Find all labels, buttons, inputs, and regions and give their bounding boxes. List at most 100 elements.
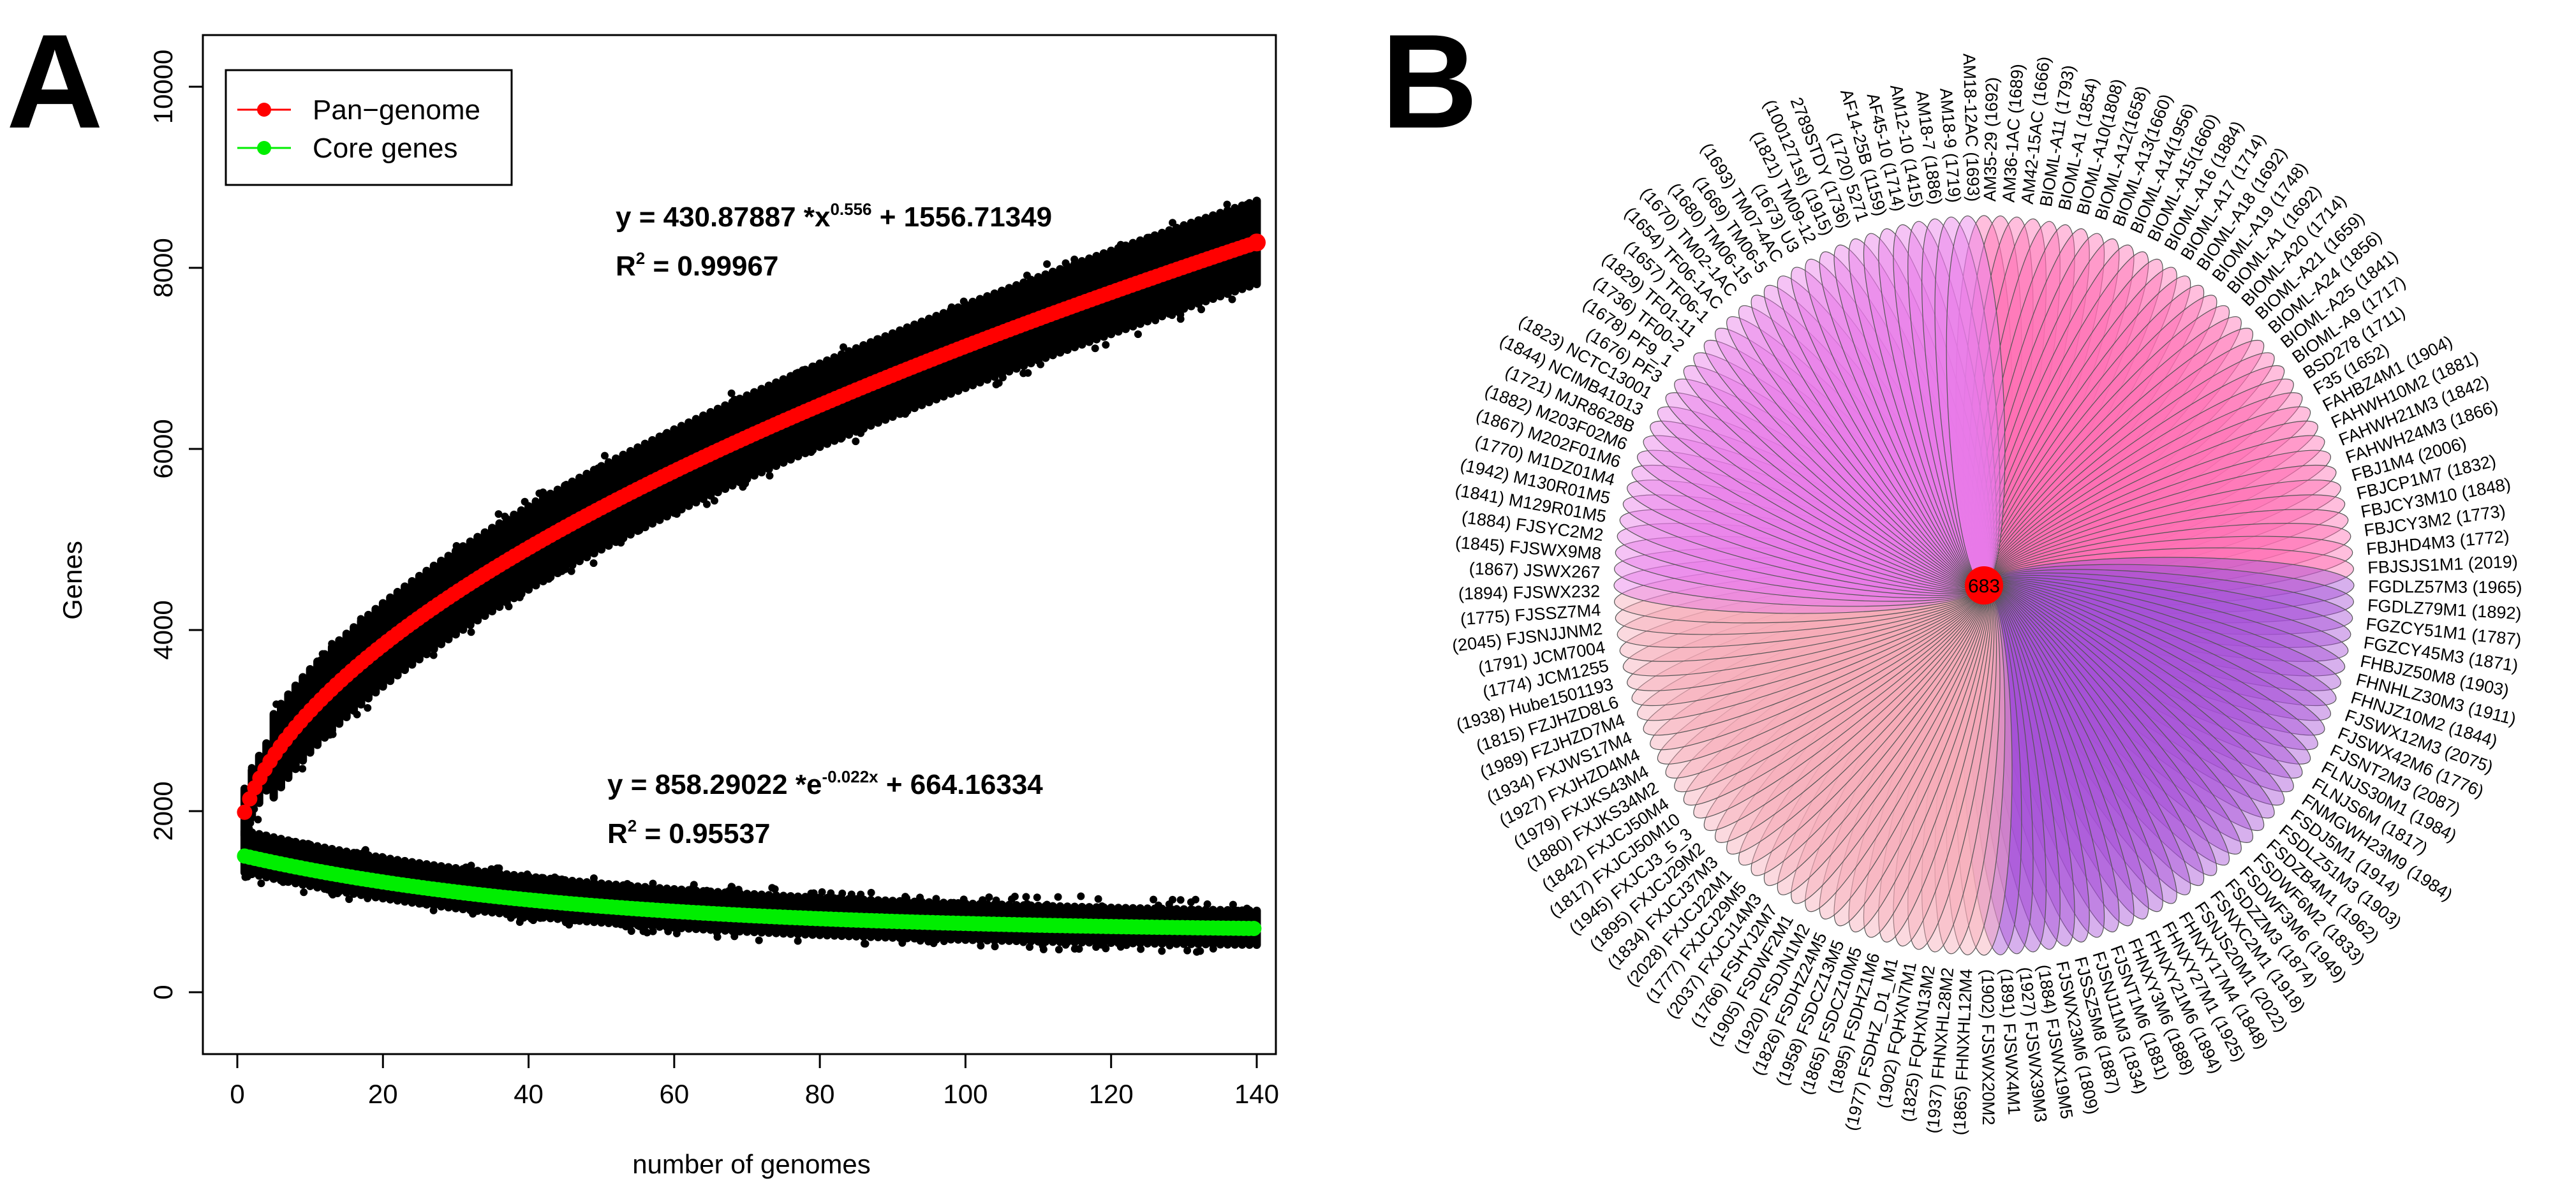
pan-genome-outlier (966, 309, 975, 318)
pan-genome-outlier (1070, 255, 1079, 263)
core-genes-outlier (794, 937, 802, 945)
pan-genome-outlier (1165, 232, 1173, 240)
core-genes-outlier (523, 870, 531, 879)
pan-genome-outlier (977, 374, 985, 383)
core-genes-outlier (1166, 941, 1174, 950)
core-genes-outlier (991, 942, 999, 951)
core-genes-outlier (1225, 914, 1233, 923)
pan-genome-outlier (771, 402, 780, 411)
core-genes-outlier (649, 927, 657, 935)
core-genes-outlier (1099, 912, 1107, 920)
core-genes-outlier (1083, 936, 1092, 944)
pan-genome-outlier (277, 717, 285, 726)
core-genes-outlier (299, 843, 307, 851)
pan-genome-outlier (893, 397, 901, 406)
core-genes-outlier (1203, 900, 1211, 908)
core-genes-outlier (1171, 934, 1180, 942)
core-genes-outlier (623, 879, 632, 888)
pan-genome-outlier (1116, 240, 1125, 249)
pan-genome-outlier (931, 393, 939, 401)
core-genes-outlier (916, 937, 924, 945)
pan-genome-outlier (807, 448, 815, 457)
core-genes-outlier (560, 880, 568, 888)
core-genes-outlier (1188, 906, 1197, 914)
pan-genome-outlier (328, 640, 336, 648)
core-genes-outlier (1102, 944, 1110, 953)
pan-genome-outlier (1024, 369, 1032, 377)
pan-genome-outlier (1154, 254, 1162, 263)
pan-genome-outlier (1060, 267, 1068, 275)
pan-genome-outlier (574, 556, 582, 564)
core-r2-sup: 2 (628, 816, 637, 835)
core-genes-outlier (947, 902, 956, 911)
core-genes-outlier (361, 846, 369, 854)
pan-genome-outlier (725, 478, 734, 487)
pan-genome-outlier (1099, 332, 1107, 341)
core-genes-outlier (516, 915, 524, 923)
pan-genome-outlier (446, 606, 454, 614)
plot-frame (202, 34, 1277, 1055)
pan-genome-outlier (1050, 276, 1058, 284)
core-genes-outlier (446, 869, 454, 877)
core-genes-outlier (898, 939, 907, 947)
core-genes-outlier (799, 897, 807, 905)
core-genes-outlier (558, 913, 566, 921)
pan-r2-sup: 2 (636, 249, 645, 268)
pan-genome-outlier (1187, 230, 1195, 238)
y-tick-label: 0 (148, 985, 178, 999)
core-r2-value: = 0.95537 (637, 818, 770, 849)
pan-genome-outlier (1169, 219, 1177, 227)
core-genes-outlier (304, 840, 313, 848)
pan-genome-outlier (739, 483, 747, 491)
pan-genome-outlier (663, 500, 672, 508)
pan-genome-outlier (1160, 238, 1169, 247)
pan-genome-outlier (1040, 351, 1048, 359)
core-genes-outlier (1176, 896, 1185, 904)
pan-genome-outlier (766, 472, 774, 480)
legend-label-pan: Pan−genome (313, 94, 480, 126)
core-genes-outlier (277, 839, 285, 847)
core-genes-outlier (1022, 893, 1030, 901)
pan-genome-outlier (452, 542, 461, 550)
pan-genome-outlier (353, 631, 361, 640)
core-genes-outlier (277, 876, 285, 884)
pan-genome-outlier (1062, 346, 1070, 354)
pan-genome-outlier (720, 429, 728, 437)
core-genes-outlier (1033, 893, 1041, 902)
x-tick-label: 40 (514, 1079, 544, 1109)
pan-genome-outlier (565, 502, 574, 511)
core-genes-outlier (831, 930, 840, 939)
core-genes-outlier (469, 909, 477, 918)
pan-genome-outlier (1102, 341, 1110, 349)
pan-genome-outlier (839, 354, 847, 362)
legend-label-core: Core genes (313, 133, 457, 164)
pan-genome-outlier (799, 366, 807, 374)
core-genes-outlier (317, 879, 325, 888)
core-genes-outlier (351, 849, 359, 857)
core-genes-outlier (574, 888, 582, 896)
pan-genome-outlier (571, 550, 579, 558)
flower-strain-label: AM18-12AC (1693) (1959, 53, 1983, 202)
core-genes-outlier (703, 886, 711, 895)
core-genes-outlier (459, 870, 468, 879)
pan-genome-outlier (1135, 313, 1143, 321)
pan-genome-outlier (1235, 229, 1243, 237)
pan-genome-outlier (248, 764, 256, 772)
x-axis: 0 20 40 60 80 100 120 140 (230, 1054, 1279, 1109)
pan-genome-outlier (697, 429, 705, 437)
core-genes-equation: y = 858.29022 *e-0.022x + 664.16334 (607, 767, 1043, 800)
x-tick-label: 140 (1234, 1079, 1279, 1109)
pan-genome-outlier (1097, 320, 1105, 328)
core-genes-outlier (1116, 942, 1125, 951)
pan-genome-outlier (794, 444, 802, 453)
pan-genome-outlier (551, 501, 559, 509)
pan-genome-outlier (277, 712, 285, 720)
core-genes-outlier (329, 891, 337, 899)
pan-genome-outlier (1007, 286, 1015, 295)
core-genes-outlier (901, 893, 910, 901)
pan-genome-outlier (847, 410, 855, 418)
pan-genome-series (237, 233, 1266, 820)
pan-genome-outlier (488, 582, 496, 590)
pan-genome-outlier (523, 558, 531, 566)
core-genes-outlier (998, 930, 1007, 938)
